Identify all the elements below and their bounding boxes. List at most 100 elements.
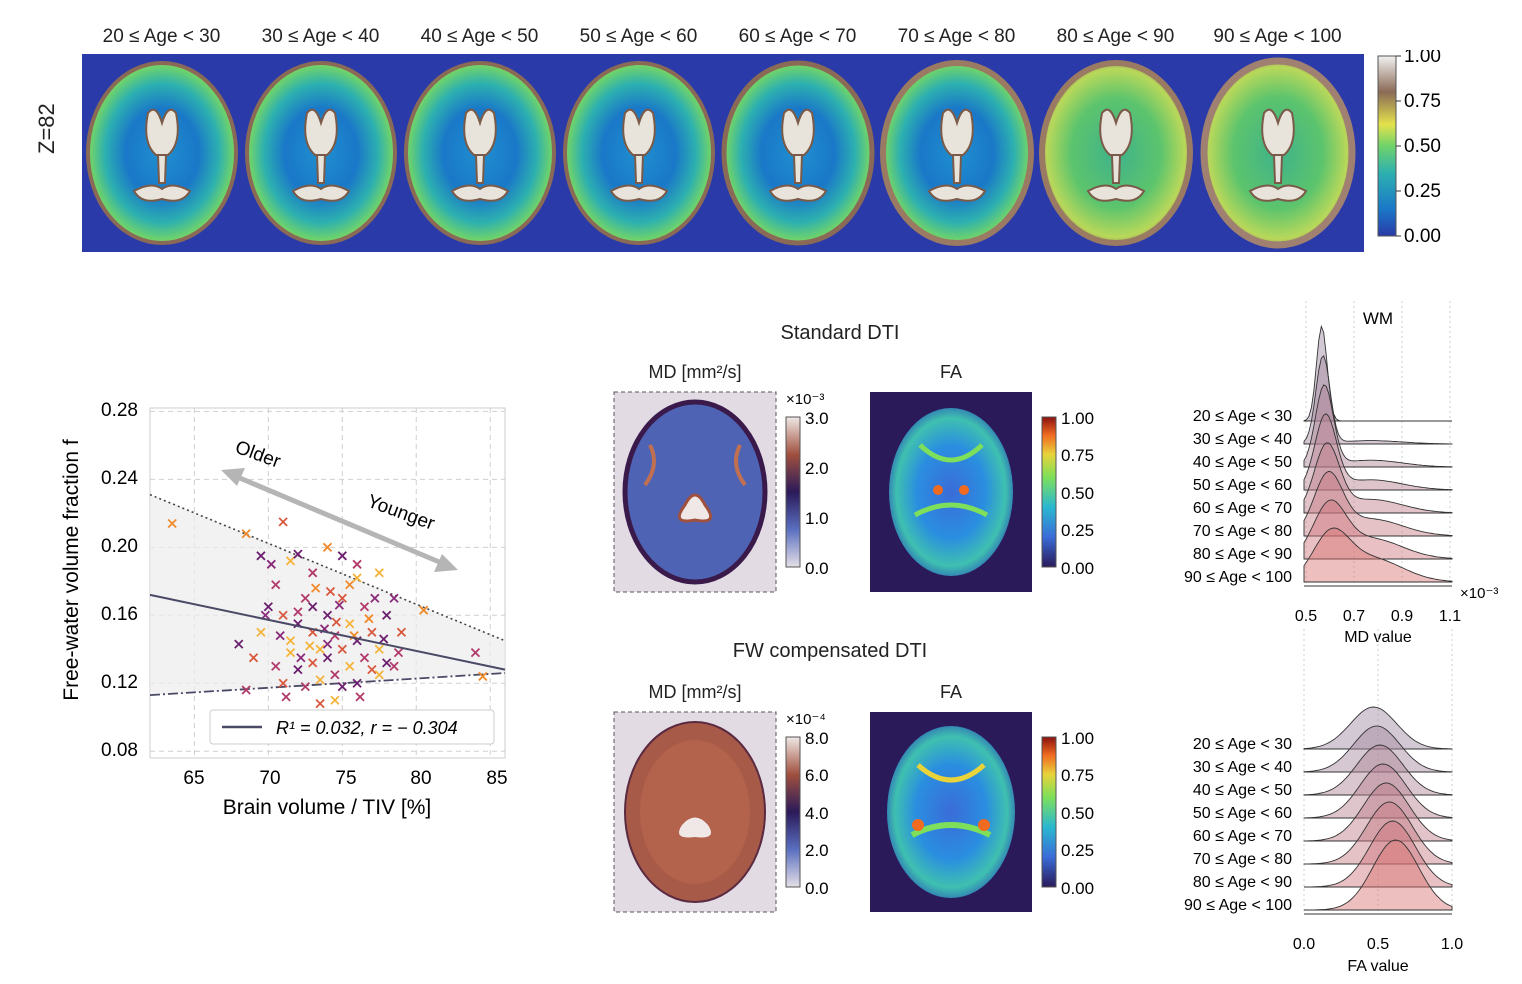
age-label-3: 40 ≤ Age < 50: [400, 26, 559, 48]
brain-slice-7: [1042, 63, 1190, 243]
fa-xtick-0.5: 0.5: [1367, 936, 1389, 953]
ridge-plots: WM 20 ≤ Age < 30 30 ≤ Age < 40 40 ≤ Age …: [1160, 300, 1522, 980]
top-cbar-tick-2: 0.75: [1404, 91, 1441, 112]
md-ridge-label-4: 50 ≤ Age < 60: [1193, 477, 1292, 494]
standard-dti-title: Standard DTI: [690, 322, 990, 345]
md-ridge-label-3: 40 ≤ Age < 50: [1193, 454, 1292, 471]
fa-ridge-label-2: 30 ≤ Age < 40: [1193, 759, 1292, 776]
fa-ridge-label-1: 20 ≤ Age < 30: [1193, 736, 1292, 753]
dti-maps: ×10⁻³ 3.0 2.0 1.0 0.0 1.00 0.75 0.50 0.2…: [600, 385, 1120, 925]
md-ridge-plot: [1304, 301, 1452, 586]
fw-md-colorbar: ×10⁻⁴ 8.0 6.0 4.0 2.0 0.0: [786, 711, 829, 898]
md-ridge-label-1: 20 ≤ Age < 30: [1193, 408, 1292, 425]
fa-ridge-xticks: 0.0 0.5 1.0: [1293, 936, 1463, 953]
md-fw-tick-8.0: 8.0: [805, 729, 829, 748]
scatter-plot-area: [150, 408, 505, 758]
fa-ridge-label-4: 50 ≤ Age < 60: [1193, 805, 1292, 822]
md-xtick-1.1: 1.1: [1439, 608, 1461, 625]
fa-ridge-labels: 20 ≤ Age < 30 30 ≤ Age < 40 40 ≤ Age < 5…: [1184, 736, 1292, 914]
ytick-0.24: 0.24: [101, 468, 138, 489]
standard-fa-map: [870, 392, 1032, 592]
md-label-standard: MD [mm²/s]: [614, 362, 776, 383]
top-colorbar: 1.00 0.75 0.50 0.25 0.00: [1372, 50, 1462, 246]
md-ridge-xticks: 0.5 0.7 0.9 1.1: [1295, 608, 1461, 625]
fa-xlabel: FA value: [1347, 958, 1408, 975]
brain-slice-strip: [82, 54, 1364, 252]
top-cbar-tick-3: 0.50: [1404, 136, 1441, 157]
md-xtick-0.9: 0.9: [1391, 608, 1413, 625]
scatter-xlabel: Brain volume / TIV [%]: [223, 796, 432, 819]
fa-ridge-label-7: 80 ≤ Age < 90: [1193, 874, 1292, 891]
brain-slice-1: [88, 63, 236, 243]
ytick-0.08: 0.08: [101, 740, 138, 761]
ytick-0.20: 0.20: [101, 536, 138, 557]
slice-label: Z=82: [34, 103, 60, 154]
md-ridge-label-8: 90 ≤ Age < 100: [1184, 569, 1292, 586]
fa-fw-tick-0.75: 0.75: [1061, 766, 1094, 785]
age-label-1: 20 ≤ Age < 30: [82, 26, 241, 48]
scatter-yticks: 0.28 0.24 0.20 0.16 0.12 0.08: [101, 400, 138, 761]
top-cbar-tick-4: 0.25: [1404, 181, 1441, 202]
fa-std-tick-0.50: 0.50: [1061, 484, 1094, 503]
fa-std-tick-0.25: 0.25: [1061, 521, 1094, 540]
standard-md-colorbar: ×10⁻³ 3.0 2.0 1.0 0.0: [786, 391, 829, 578]
fa-fw-tick-0.00: 0.00: [1061, 879, 1094, 898]
age-label-2: 30 ≤ Age < 40: [241, 26, 400, 48]
fa-ridge-label-5: 60 ≤ Age < 70: [1193, 828, 1292, 845]
top-cbar-tick-5: 0.00: [1404, 226, 1441, 246]
age-label-8: 90 ≤ Age < 100: [1195, 26, 1360, 48]
standard-md-map: [614, 392, 776, 592]
age-label-4: 50 ≤ Age < 60: [559, 26, 718, 48]
md-fw-tick-4.0: 4.0: [805, 804, 829, 823]
scatter-chart: Free-water volume fraction f 0.28 0.24 0…: [40, 380, 520, 830]
brain-slice-6: [883, 63, 1031, 243]
md-ridge-label-5: 60 ≤ Age < 70: [1193, 500, 1292, 517]
xtick-70: 70: [259, 768, 280, 789]
wm-title: WM: [1363, 309, 1393, 328]
md-exponent: ×10⁻³: [1460, 585, 1498, 602]
brain-slice-4: [565, 63, 713, 243]
md-std-tick-2.0: 2.0: [805, 459, 829, 478]
md-fw-tick-6.0: 6.0: [805, 766, 829, 785]
ytick-0.16: 0.16: [101, 604, 138, 625]
fa-std-tick-1.00: 1.00: [1061, 409, 1094, 428]
scatter-legend: R¹ = 0.032, r = − 0.304: [210, 710, 494, 744]
legend-text: R¹ = 0.032, r = − 0.304: [276, 718, 458, 738]
scatter-ylabel: Free-water volume fraction f: [60, 439, 83, 701]
md-xlabel: MD value: [1344, 629, 1412, 646]
top-cbar-tick-1: 1.00: [1404, 50, 1441, 67]
fw-fa-colorbar: 1.00 0.75 0.50 0.25 0.00: [1042, 729, 1094, 898]
md-fw-tick-2.0: 2.0: [805, 841, 829, 860]
md-std-tick-0.0: 0.0: [805, 559, 829, 578]
fw-md-map: [614, 712, 776, 912]
age-label-5: 60 ≤ Age < 70: [718, 26, 877, 48]
md-fw-exponent: ×10⁻⁴: [786, 711, 826, 728]
md-std-tick-3.0: 3.0: [805, 409, 829, 428]
md-ridge-label-7: 80 ≤ Age < 90: [1193, 546, 1292, 563]
xtick-80: 80: [410, 768, 431, 789]
ytick-0.12: 0.12: [101, 672, 138, 693]
scatter-xticks: 65 70 75 80 85: [183, 768, 507, 789]
ytick-0.28: 0.28: [101, 400, 138, 421]
md-ridge-labels: 20 ≤ Age < 30 30 ≤ Age < 40 40 ≤ Age < 5…: [1184, 408, 1292, 586]
md-std-tick-1.0: 1.0: [805, 509, 829, 528]
fa-ridge-label-8: 90 ≤ Age < 100: [1184, 897, 1292, 914]
xtick-65: 65: [183, 768, 204, 789]
fa-fw-tick-0.50: 0.50: [1061, 804, 1094, 823]
fw-fa-map: [870, 712, 1032, 912]
brain-slice-2: [247, 63, 395, 243]
md-xtick-0.7: 0.7: [1343, 608, 1365, 625]
md-fw-tick-0.0: 0.0: [805, 879, 829, 898]
fa-std-tick-0.75: 0.75: [1061, 446, 1094, 465]
md-std-exponent: ×10⁻³: [786, 391, 824, 408]
fa-std-tick-0.00: 0.00: [1061, 559, 1094, 578]
fa-fw-tick-0.25: 0.25: [1061, 841, 1094, 860]
brain-slice-3: [406, 63, 554, 243]
md-ridge-label-6: 70 ≤ Age < 80: [1193, 523, 1292, 540]
xtick-85: 85: [486, 768, 507, 789]
brain-slice-5: [724, 63, 872, 243]
age-label-7: 80 ≤ Age < 90: [1036, 26, 1195, 48]
fa-xtick-0.0: 0.0: [1293, 936, 1315, 953]
fa-ridge-label-6: 70 ≤ Age < 80: [1193, 851, 1292, 868]
fa-label-standard: FA: [870, 362, 1032, 383]
